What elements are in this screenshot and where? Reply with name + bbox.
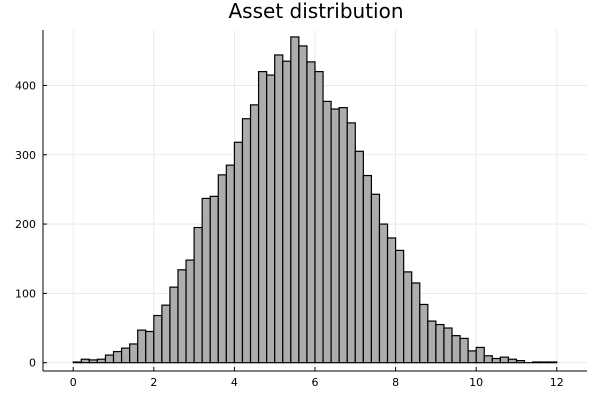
histogram-bar (322, 100, 332, 364)
histogram-bar (491, 357, 501, 364)
histogram-bar (540, 361, 550, 364)
histogram-bar (257, 70, 268, 364)
histogram-bar (201, 197, 211, 364)
histogram-bar (266, 74, 276, 364)
histogram-bar (161, 304, 171, 364)
histogram-bar (443, 327, 453, 364)
histogram-bar (451, 335, 461, 364)
histogram-bar (137, 329, 147, 364)
x-tick-label: 6 (312, 376, 319, 389)
histogram-bar (249, 104, 260, 364)
histogram-bar (241, 118, 252, 364)
histogram-bar (362, 174, 373, 364)
histogram-bar (394, 249, 405, 364)
histogram-bar (346, 122, 356, 364)
histogram-bar (193, 226, 203, 364)
x-tick-label: 8 (392, 376, 399, 389)
histogram-bar (386, 237, 397, 364)
histogram-bar (403, 271, 413, 364)
histogram-bar (72, 361, 82, 364)
x-tick-label: 10 (469, 376, 483, 389)
histogram-bar (548, 361, 558, 364)
histogram-bar (378, 223, 389, 364)
histogram-bar (499, 356, 510, 364)
histogram-bar (531, 361, 542, 364)
histogram-bar (233, 141, 244, 364)
histogram-bar (145, 330, 155, 364)
histogram-bar (169, 286, 179, 364)
histogram-bar (338, 107, 348, 364)
histogram-bar (282, 60, 292, 364)
histogram-bar (88, 359, 99, 364)
histogram-bar (314, 70, 324, 364)
histogram-bar (96, 358, 107, 364)
y-tick-label: 100 (15, 287, 36, 300)
ticks: 0 2 4 6 8 10 12 0 100 200 300 400 (15, 79, 564, 389)
histogram-bar (298, 45, 308, 364)
histogram-bar (209, 195, 219, 364)
histogram-bar (515, 360, 526, 364)
histogram-bar (483, 355, 493, 364)
histogram-bar (274, 54, 284, 364)
histogram-bar (435, 323, 445, 364)
histogram-bar (507, 358, 518, 364)
histogram-bar (475, 346, 485, 364)
histogram-bar (290, 36, 300, 364)
histogram-bar (411, 282, 421, 364)
histogram-bar (217, 174, 227, 364)
histogram-bar (459, 337, 469, 364)
x-tick-label: 4 (231, 376, 238, 389)
x-tick-label: 12 (550, 376, 564, 389)
histogram-bar (330, 108, 340, 364)
bars (72, 36, 558, 364)
histogram-bar (467, 350, 477, 364)
histogram-bar (153, 314, 163, 364)
histogram-bar (104, 354, 115, 364)
histogram-bar (112, 350, 123, 364)
histogram-bar (370, 193, 381, 364)
histogram-bar (419, 303, 429, 364)
y-tick-label: 200 (15, 218, 36, 231)
y-tick-label: 400 (15, 79, 36, 92)
histogram-bar (129, 343, 139, 364)
y-tick-label: 0 (29, 357, 36, 370)
histogram-bar (80, 358, 90, 364)
histogram-bar (306, 61, 316, 364)
histogram-bar (185, 259, 195, 364)
histogram-bar (120, 347, 131, 364)
histogram-bar (177, 269, 187, 364)
chart-title: Asset distribution (229, 0, 404, 23)
y-tick-label: 300 (15, 149, 36, 162)
x-tick-label: 0 (70, 376, 77, 389)
x-tick-label: 2 (150, 376, 157, 389)
histogram-bar (427, 320, 437, 364)
histogram-bar (354, 150, 364, 364)
histogram-bar (225, 164, 236, 364)
